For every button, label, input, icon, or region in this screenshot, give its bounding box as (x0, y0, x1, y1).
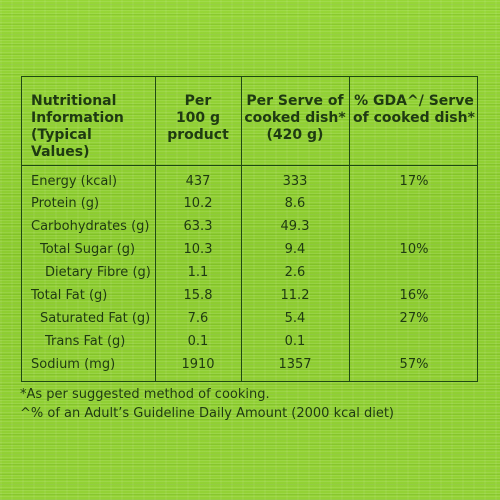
column-divider (349, 77, 350, 381)
header-line: Per (184, 93, 212, 109)
per-serve-value: 333 (282, 174, 308, 189)
per-serve-value: 0.1 (284, 334, 306, 349)
nutrient-label: Total Sugar (g) (40, 242, 136, 257)
nutrient-label: Sodium (mg) (31, 357, 116, 372)
footnote-gda-definition: ^% of an Adult’s Guideline Daily Amount … (20, 406, 394, 421)
gda-value (349, 216, 479, 238)
table-row: Sodium (mg) 1910 1357 57% (22, 354, 477, 376)
gda-value: 57% (399, 357, 429, 372)
header-line: cooked dish* (244, 110, 346, 126)
header-line: Nutritional (31, 93, 117, 109)
per-100g-value: 0.1 (187, 334, 209, 349)
per-serve-value: 8.6 (284, 196, 306, 211)
table-row: Energy (kcal) 437 333 17% (22, 171, 477, 193)
per-100g-value: 15.8 (183, 288, 213, 303)
header-line: % GDA^/ Serve (354, 93, 474, 109)
header-per-serve: Per Serve of cooked dish* (420 g) (241, 93, 349, 144)
table-row: Saturated Fat (g) 7.6 5.4 27% (22, 308, 477, 330)
per-serve-value: 1357 (278, 357, 312, 372)
footnote-cooking-method: *As per suggested method of cooking. (20, 387, 270, 402)
nutrient-label: Saturated Fat (g) (40, 311, 151, 326)
per-serve-value: 5.4 (284, 311, 306, 326)
header-line: Per Serve of (246, 93, 344, 109)
gda-value (349, 193, 479, 215)
per-100g-value: 10.2 (183, 196, 213, 211)
per-serve-value: 49.3 (280, 219, 310, 234)
header-nutritional-information: Nutritional Information (Typical Values) (31, 93, 155, 161)
per-100g-value: 437 (185, 174, 211, 189)
nutrient-label: Total Fat (g) (31, 288, 108, 303)
per-100g-value: 10.3 (183, 242, 213, 257)
header-line: of cooked dish* (353, 110, 475, 126)
nutrient-label: Dietary Fibre (g) (45, 265, 151, 280)
nutrient-label: Protein (g) (31, 196, 100, 211)
header-divider (22, 165, 477, 166)
header-line: product (167, 127, 229, 143)
per-100g-value: 7.6 (187, 311, 209, 326)
column-divider (241, 77, 242, 381)
gda-value (349, 262, 479, 284)
per-serve-value: 2.6 (284, 265, 306, 280)
nutrient-label: Carbohydrates (g) (31, 219, 150, 234)
table-row: Total Sugar (g) 10.3 9.4 10% (22, 239, 477, 261)
header-gda: % GDA^/ Serve of cooked dish* (349, 93, 479, 127)
gda-value: 16% (399, 288, 429, 303)
header-line: (420 g) (266, 127, 324, 143)
per-100g-value: 63.3 (183, 219, 213, 234)
per-100g-value: 1910 (181, 357, 215, 372)
gda-value: 27% (399, 311, 429, 326)
table-row: Carbohydrates (g) 63.3 49.3 (22, 216, 477, 238)
nutrient-label: Energy (kcal) (31, 174, 118, 189)
gda-value: 17% (399, 174, 429, 189)
table-row: Protein (g) 10.2 8.6 (22, 193, 477, 215)
table-row: Total Fat (g) 15.8 11.2 16% (22, 285, 477, 307)
per-serve-value: 11.2 (280, 288, 310, 303)
header-line: (Typical Values) (31, 127, 92, 160)
gda-value: 10% (399, 242, 429, 257)
per-100g-value: 1.1 (187, 265, 209, 280)
header-per-100g: Per 100 g product (155, 93, 241, 144)
nutrient-label: Trans Fat (g) (45, 334, 126, 349)
table-row: Trans Fat (g) 0.1 0.1 (22, 331, 477, 353)
header-line: 100 g (175, 110, 221, 126)
gda-value (349, 331, 479, 353)
nutrition-table: Nutritional Information (Typical Values)… (21, 76, 478, 382)
table-row: Dietary Fibre (g) 1.1 2.6 (22, 262, 477, 284)
per-serve-value: 9.4 (284, 242, 306, 257)
column-divider (155, 77, 156, 381)
header-line: Information (31, 110, 124, 126)
